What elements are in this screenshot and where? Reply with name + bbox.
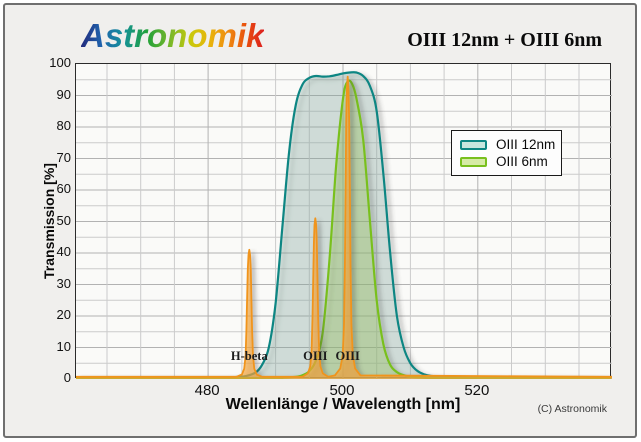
plot-area: H-beta OIII OIII xyxy=(75,63,612,379)
legend: OIII 12nm OIII 6nm xyxy=(451,130,562,176)
emission-line-label: OIII xyxy=(336,349,360,363)
y-tick-label: 90 xyxy=(56,86,71,102)
chart-window-frame: Astronomik OIII 12nm + OIII 6nm Transmis… xyxy=(3,3,637,438)
emission-outline xyxy=(76,75,612,378)
x-tick-label: 500 xyxy=(329,382,355,399)
legend-item-oiii-12nm: OIII 12nm xyxy=(460,136,556,153)
y-tick-label: 50 xyxy=(56,212,71,228)
legend-swatch-oiii-6nm xyxy=(460,156,487,167)
emission-line-label: H-beta xyxy=(231,349,269,363)
legend-label-oiii-12nm: OIII 12nm xyxy=(496,137,556,152)
y-tick-label: 0 xyxy=(63,370,71,385)
y-tick-label: 10 xyxy=(56,338,71,354)
y-tick-label: 70 xyxy=(56,149,71,165)
series-area xyxy=(76,80,612,379)
astronomik-logo: Astronomik xyxy=(81,17,265,54)
emission-line-spectrum xyxy=(76,75,612,379)
x-tick-label: 480 xyxy=(194,382,220,399)
y-tick-label: 30 xyxy=(56,275,71,291)
x-axis-title: Wellenlänge / Wavelength [nm] xyxy=(225,396,461,413)
y-tick-label: 60 xyxy=(56,181,71,196)
emission-line-label: OIII xyxy=(303,349,327,363)
legend-item-oiii-6nm: OIII 6nm xyxy=(460,153,554,170)
y-tick-label: 20 xyxy=(56,307,71,322)
y-tick-label: 40 xyxy=(56,244,71,259)
y-tick-label: 80 xyxy=(56,118,71,133)
series-line xyxy=(76,71,612,379)
legend-swatch-oiii-12nm xyxy=(460,139,487,150)
copyright-credit: (C) Astronomik xyxy=(537,403,607,415)
chart-title: OIII 12nm + OIII 6nm xyxy=(407,29,602,51)
x-tick-label: 520 xyxy=(464,382,490,399)
transmission-chart-svg: H-beta OIII OIII xyxy=(76,64,612,379)
y-tick-label: 100 xyxy=(49,55,71,70)
legend-label-oiii-6nm: OIII 6nm xyxy=(496,154,548,169)
